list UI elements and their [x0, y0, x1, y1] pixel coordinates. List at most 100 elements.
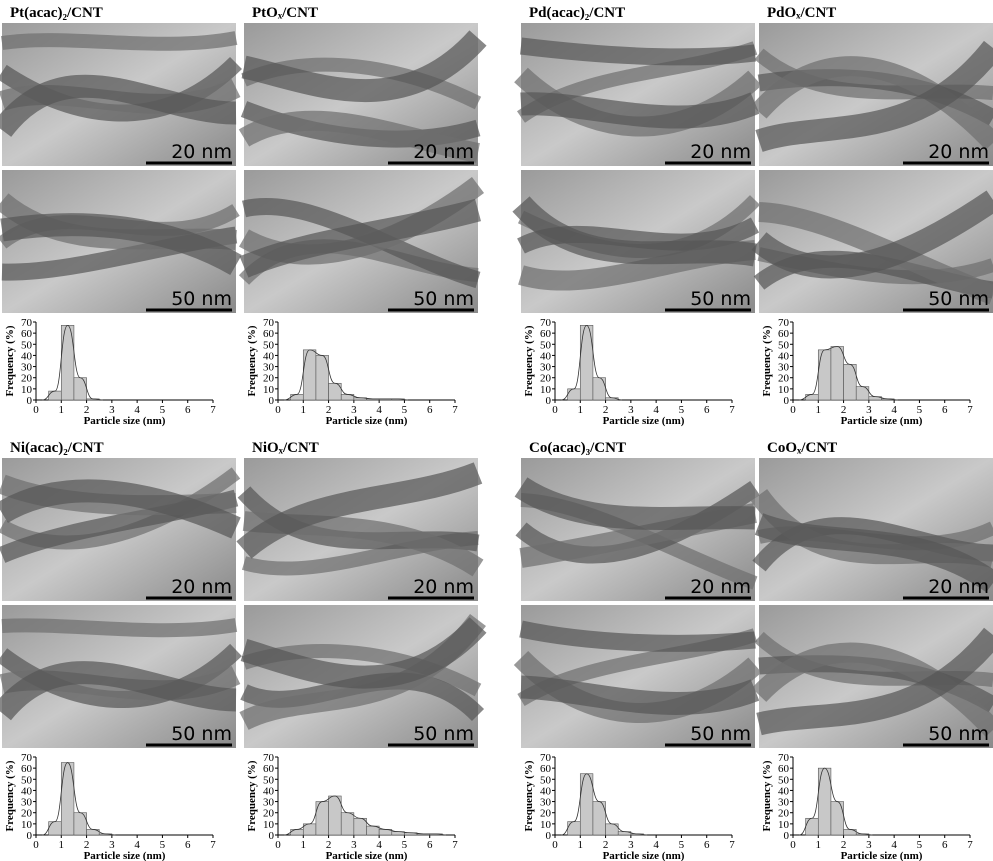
scale-bar-label: 20 nm [690, 141, 751, 163]
bar [49, 391, 62, 400]
bar [806, 818, 819, 835]
y-tick-label: 60 [263, 763, 275, 775]
scale-bar-label: 50 nm [928, 723, 989, 745]
x-tick-label: 6 [427, 839, 433, 851]
y-tick-label: 50 [540, 774, 552, 786]
scale-bar-label: 50 nm [928, 288, 989, 310]
y-axis-label: Frequency (%) [523, 760, 535, 831]
scale-bar-label: 20 nm [171, 141, 232, 163]
panel-title: Pt(acac)₂/CNT [10, 5, 103, 21]
bar [341, 813, 354, 835]
x-tick-label: 1 [59, 404, 65, 416]
y-axis-label: Frequency (%) [246, 325, 258, 396]
y-tick-label: 60 [540, 763, 552, 775]
y-tick-label: 70 [263, 317, 275, 329]
y-tick-label: 20 [778, 373, 790, 385]
scale-bar-label: 50 nm [690, 288, 751, 310]
panel-title: PtOₓ/CNT [252, 5, 318, 21]
y-tick-label: 0 [27, 395, 33, 407]
x-tick-label: 7 [452, 404, 458, 416]
y-tick-label: 0 [269, 395, 275, 407]
y-tick-label: 30 [778, 362, 790, 374]
scale-bar-label: 20 nm [171, 576, 232, 598]
panel-title: Ni(acac)₂/CNT [10, 440, 104, 456]
y-tick-label: 60 [263, 328, 275, 340]
x-tick-label: 0 [552, 839, 558, 851]
x-tick-label: 1 [816, 839, 822, 851]
x-tick-label: 7 [967, 404, 973, 416]
y-tick-label: 70 [21, 752, 33, 764]
nanotube [2, 625, 236, 630]
y-tick-label: 30 [778, 797, 790, 809]
y-tick-label: 30 [540, 362, 552, 374]
y-tick-label: 60 [21, 328, 33, 340]
y-tick-label: 60 [21, 763, 33, 775]
y-tick-label: 50 [21, 774, 33, 786]
x-tick-label: 6 [942, 839, 948, 851]
y-tick-label: 60 [540, 328, 552, 340]
y-axis-label: Frequency (%) [761, 325, 773, 396]
y-tick-label: 10 [21, 819, 33, 831]
x-tick-label: 0 [790, 839, 796, 851]
bar [291, 829, 304, 835]
y-tick-label: 40 [540, 350, 552, 362]
scale-bar-label: 50 nm [171, 288, 232, 310]
x-axis-label: Particle size (nm) [841, 850, 923, 861]
bar [367, 826, 380, 835]
x-tick-label: 0 [275, 404, 281, 416]
bar [329, 796, 342, 835]
scale-bar-label: 20 nm [690, 576, 751, 598]
y-tick-label: 60 [778, 328, 790, 340]
y-tick-label: 40 [540, 785, 552, 797]
x-axis-label: Particle size (nm) [603, 415, 685, 427]
y-tick-label: 20 [540, 373, 552, 385]
y-tick-label: 10 [540, 819, 552, 831]
x-tick-label: 6 [704, 404, 710, 416]
y-tick-label: 0 [269, 830, 275, 842]
bar [568, 822, 581, 835]
y-axis-label: Frequency (%) [246, 760, 258, 831]
y-tick-label: 70 [778, 752, 790, 764]
fit-curve [284, 350, 408, 400]
nanotube [521, 46, 755, 57]
y-tick-label: 10 [21, 384, 33, 396]
y-axis-label: Frequency (%) [761, 760, 773, 831]
x-tick-label: 6 [704, 839, 710, 851]
y-tick-label: 20 [778, 808, 790, 820]
scale-bar-label: 50 nm [413, 288, 474, 310]
x-axis-label: Particle size (nm) [603, 850, 685, 861]
y-tick-label: 20 [263, 808, 275, 820]
x-tick-label: 0 [33, 839, 39, 851]
x-tick-label: 7 [967, 839, 973, 851]
x-tick-label: 7 [452, 839, 458, 851]
x-axis-label: Particle size (nm) [841, 415, 923, 427]
bar [593, 378, 606, 400]
y-tick-label: 10 [540, 384, 552, 396]
scale-bar-label: 20 nm [413, 141, 474, 163]
y-tick-label: 0 [546, 830, 552, 842]
y-tick-label: 40 [263, 350, 275, 362]
x-axis-label: Particle size (nm) [326, 850, 408, 861]
panel-title: Pd(acac)₂/CNT [529, 5, 625, 21]
y-tick-label: 70 [263, 752, 275, 764]
bar [806, 394, 819, 400]
y-tick-label: 50 [778, 774, 790, 786]
x-tick-label: 0 [552, 404, 558, 416]
y-tick-label: 10 [263, 819, 275, 831]
x-tick-label: 1 [816, 404, 822, 416]
x-axis-label: Particle size (nm) [326, 415, 408, 427]
x-tick-label: 6 [427, 404, 433, 416]
y-tick-label: 10 [263, 384, 275, 396]
x-axis-label: Particle size (nm) [84, 415, 166, 427]
figure: Pt(acac)₂/CNT 20 nm 50 nm PtOₓ/CNT 20 nm 50 n… [0, 0, 993, 861]
y-tick-label: 50 [778, 339, 790, 351]
y-tick-label: 20 [21, 808, 33, 820]
y-tick-label: 10 [778, 819, 790, 831]
x-tick-label: 0 [33, 404, 39, 416]
panel-title: CoOₓ/CNT [767, 440, 837, 456]
y-tick-label: 20 [21, 373, 33, 385]
panel-title: PdOₓ/CNT [767, 5, 836, 21]
bar [354, 818, 367, 835]
y-tick-label: 30 [263, 797, 275, 809]
y-tick-label: 30 [263, 362, 275, 374]
